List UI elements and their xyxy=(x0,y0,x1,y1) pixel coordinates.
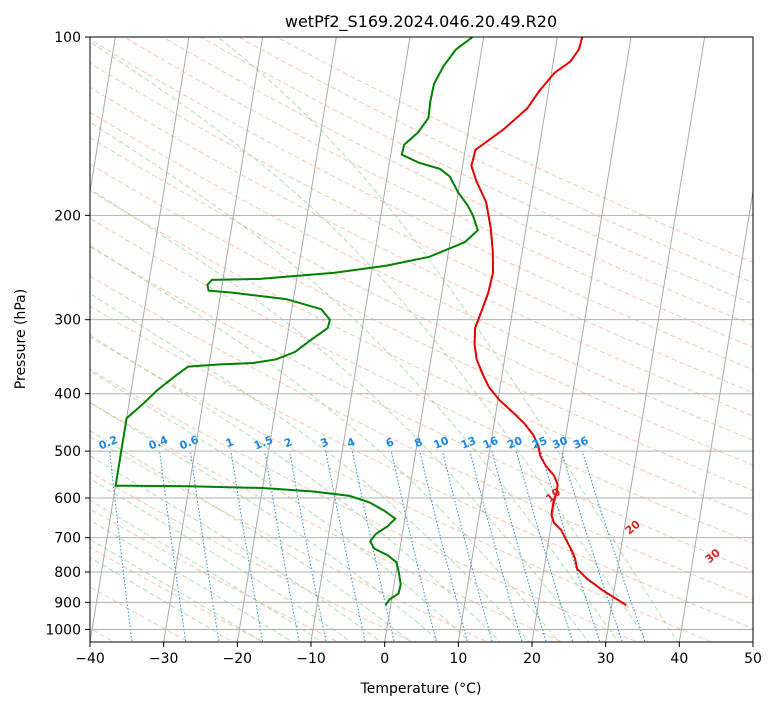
x-tick-label: 40 xyxy=(670,651,688,667)
mixing-ratio-line xyxy=(581,450,646,642)
isotherm xyxy=(384,37,485,642)
plot-area xyxy=(90,37,753,642)
x-tick-label: −30 xyxy=(149,651,179,667)
mixing-ratio-label: 25 xyxy=(530,434,549,452)
y-tick-label: 900 xyxy=(54,595,81,611)
x-tick-label: 10 xyxy=(449,651,467,667)
y-tick-label: 400 xyxy=(54,387,81,403)
mixing-ratio-line xyxy=(390,450,437,642)
dry-adiabat xyxy=(90,137,753,466)
x-tick-label: −10 xyxy=(296,651,326,667)
dry-adiabat xyxy=(90,111,753,441)
mixing-ratio-line xyxy=(264,451,300,642)
dry-adiabat xyxy=(90,275,753,600)
x-axis-ticks: −40 −30 −20 −10 0 10 20 30 40 50 xyxy=(75,642,762,667)
mixing-ratio-label: 13 xyxy=(459,434,478,452)
mixing-ratio-line xyxy=(491,450,547,642)
isotherm xyxy=(457,37,558,642)
x-axis-label: Temperature (°C) xyxy=(360,681,482,697)
mixing-ratio-label: 30 xyxy=(551,434,570,452)
x-tick-label: 30 xyxy=(597,651,615,667)
isotherm xyxy=(678,188,753,642)
x-tick-label: 50 xyxy=(744,651,762,667)
y-tick-label: 300 xyxy=(54,313,81,329)
y-tick-label: 200 xyxy=(54,208,81,224)
isotherm xyxy=(531,37,632,642)
pressure-gridlines xyxy=(90,37,753,630)
mixing-ratio-label: 2 xyxy=(282,435,294,450)
y-axis-label: Pressure (hPa) xyxy=(13,289,29,389)
isotherm xyxy=(236,37,337,642)
mixing-ratio-label: 20 xyxy=(505,434,524,452)
mixing-ratio-line xyxy=(560,450,623,642)
dry-adiabat xyxy=(90,217,753,544)
mixing-ratio-label: 16 xyxy=(481,434,500,452)
mixing-ratio-line xyxy=(230,451,264,642)
mixing-ratio-line xyxy=(325,451,366,642)
mixing-ratio-line xyxy=(469,450,523,642)
moist-adiabat xyxy=(90,245,560,642)
mixing-ratio-label: 36 xyxy=(571,434,590,452)
isotherm xyxy=(90,37,190,642)
mixing-ratio-line xyxy=(442,450,493,642)
chart-title: wetPf2_S169.2024.046.20.49.R20 xyxy=(285,12,557,32)
isotherm xyxy=(90,37,116,195)
y-axis-ticks: 1000 900 800 700 600 500 400 300 200 100 xyxy=(45,30,90,638)
y-tick-label: 800 xyxy=(54,565,81,581)
moist-adiabat xyxy=(90,188,590,642)
x-tick-label: 0 xyxy=(380,651,389,667)
dry-adiabat xyxy=(90,62,753,394)
mixing-ratio-line xyxy=(159,451,187,642)
isotherm xyxy=(605,37,706,642)
mixing-ratio-line xyxy=(540,450,601,642)
x-tick-label: −40 xyxy=(75,651,105,667)
mixing-ratio-label: 10 xyxy=(432,434,451,452)
dewpoint-line xyxy=(114,37,479,606)
y-tick-label: 1000 xyxy=(45,622,81,638)
y-tick-label: 100 xyxy=(54,30,81,46)
mixing-ratio-line xyxy=(515,450,574,642)
mixing-ratio-line xyxy=(189,451,220,642)
sounding-lines xyxy=(114,37,627,607)
mixing-ratio-label: 1 xyxy=(224,435,236,450)
mixing-ratio-line xyxy=(351,451,395,642)
y-tick-label: 500 xyxy=(54,444,81,460)
mixing-ratio-label: 3 xyxy=(318,435,330,450)
y-tick-label: 600 xyxy=(54,491,81,507)
temperature-line xyxy=(470,37,627,607)
mixing-ratio-label: 8 xyxy=(412,435,424,450)
dry-adiabat xyxy=(90,163,753,491)
y-tick-label: 700 xyxy=(54,531,81,547)
isotherm xyxy=(310,37,411,642)
x-tick-label: −20 xyxy=(223,651,253,667)
x-tick-label: 20 xyxy=(523,651,541,667)
plot-frame xyxy=(89,36,754,643)
isotherm xyxy=(163,37,264,642)
